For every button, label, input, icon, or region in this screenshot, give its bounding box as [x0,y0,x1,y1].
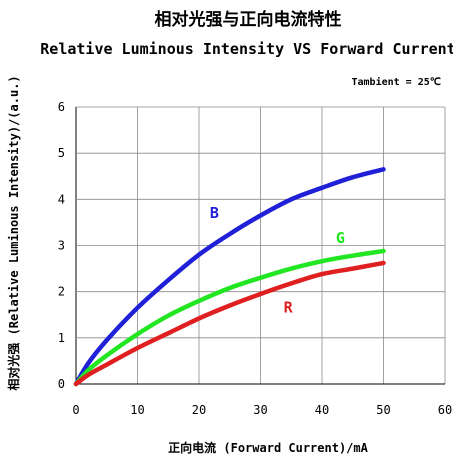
series-line-g [73,248,386,387]
y-tick-label: 0 [58,377,65,391]
y-tick-label: 2 [58,285,65,299]
series-label-r: R [284,298,294,316]
series-label-b: B [210,204,219,222]
x-tick-label: 50 [376,403,390,417]
ambient-temperature-note: Tambient = 25℃ [352,76,442,88]
x-tick-label: 10 [130,403,144,417]
x-tick-label: 30 [253,403,267,417]
x-tick-label: 0 [72,403,79,417]
series-line-r [73,260,386,387]
y-tick-label: 4 [58,192,65,206]
grid-layer [75,106,446,385]
tick-label-layer: 0 10 20 30 40 50 60 0 1 2 3 4 5 6 [58,100,452,417]
series-layer [73,167,386,387]
y-axis-label: 相对光强 (Relative Luminous Intensity)/(a.u.… [6,75,21,390]
chart-title: 相对光强与正向电流特性 [155,9,342,30]
x-tick-label: 60 [438,403,452,417]
y-tick-label: 6 [58,100,65,114]
x-tick-label: 40 [315,403,329,417]
series-label-layer: B G R [210,204,345,317]
x-tick-label: 20 [192,403,206,417]
y-tick-label: 5 [58,146,65,160]
x-axis-label: 正向电流 (Forward Current)/mA [168,440,368,455]
series-line-b [73,167,386,387]
y-tick-label: 3 [58,239,65,253]
chart-subtitle: Relative Luminous Intensity VS Forward C… [40,40,453,58]
series-label-g: G [336,229,345,247]
y-tick-label: 1 [58,331,65,345]
